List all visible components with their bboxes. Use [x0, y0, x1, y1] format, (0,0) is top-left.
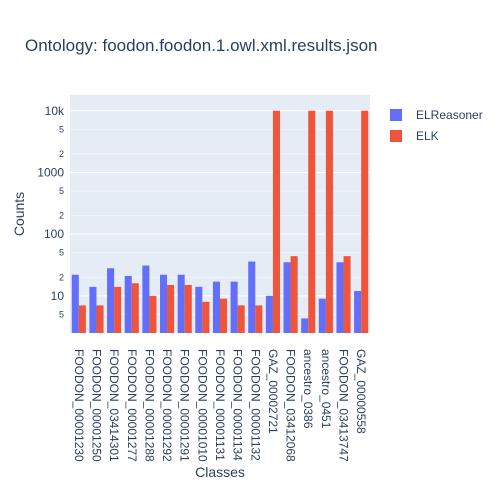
- x-tick-label: GAZ_00002721: [266, 349, 280, 434]
- x-tick-label: FOODON_03414301: [107, 349, 121, 462]
- legend-item-elreasoner[interactable]: ELReasoner: [390, 108, 483, 122]
- bar-elreasoner-foodon_03414301[interactable]: [107, 268, 115, 333]
- x-tick-label: ancestro_0451: [319, 349, 333, 429]
- bar-elreasoner-foodon_00001010[interactable]: [195, 286, 203, 333]
- x-tick-label: ancestro_0386: [301, 349, 315, 429]
- bar-elk-foodon_00001250[interactable]: [96, 305, 104, 333]
- y-minor-tick-label: 2: [59, 272, 64, 282]
- y-minor-tick-label: 5: [59, 124, 64, 134]
- bar-elreasoner-foodon_03413747[interactable]: [336, 262, 344, 333]
- y-tick-label: 1000: [37, 165, 64, 179]
- y-axis-ticks: 5 2 5 2 5 2 5 10 100 1000 10k: [37, 104, 65, 320]
- x-tick-label: FOODON_00001134: [231, 349, 245, 461]
- bar-elreasoner-ancestro_0386[interactable]: [301, 318, 309, 333]
- legend-swatch: [390, 130, 402, 142]
- x-tick-label: FOODON_00001288: [142, 349, 156, 462]
- x-tick-label: FOODON_00001132: [248, 349, 262, 461]
- bar-elreasoner-foodon_00001134[interactable]: [230, 281, 238, 333]
- bar-elreasoner-foodon_00001250[interactable]: [89, 286, 97, 333]
- x-tick-label: FOODON_03413747: [337, 349, 351, 462]
- y-minor-tick-label: 5: [59, 248, 64, 258]
- y-minor-tick-label: 2: [59, 211, 64, 221]
- bar-elk-ancestro_0451[interactable]: [325, 110, 333, 333]
- bar-elreasoner-ancestro_0451[interactable]: [318, 298, 326, 333]
- bar-elreasoner-foodon_00001291[interactable]: [177, 274, 185, 333]
- legend-label: ELK: [416, 129, 439, 143]
- bar-elk-foodon_00001131[interactable]: [220, 298, 228, 333]
- bar-elk-foodon_00001277[interactable]: [131, 283, 139, 333]
- y-tick-label: 10k: [45, 104, 65, 118]
- x-tick-label: FOODON_00001292: [160, 349, 174, 462]
- bar-elk-gaz_00002721[interactable]: [272, 110, 280, 333]
- x-axis-title: Classes: [195, 464, 245, 480]
- bar-elk-foodon_00001230[interactable]: [78, 305, 86, 333]
- bar-elk-gaz_00000558[interactable]: [361, 110, 369, 333]
- bar-elk-foodon_00001134[interactable]: [237, 305, 245, 333]
- bar-elk-ancestro_0386[interactable]: [308, 110, 316, 333]
- y-tick-label: 10: [51, 289, 65, 303]
- x-axis-ticks: FOODON_00001230 FOODON_00001250 FOODON_034…: [72, 349, 368, 462]
- x-tick-label: FOODON_00001277: [125, 349, 139, 462]
- bar-elk-foodon_03412068[interactable]: [290, 256, 298, 333]
- y-axis-title: Counts: [11, 192, 27, 236]
- legend-label: ELReasoner: [416, 108, 483, 122]
- x-tick-label: GAZ_00000558: [354, 349, 368, 434]
- x-tick-label: FOODON_00001010: [195, 349, 209, 462]
- bar-elk-foodon_00001292[interactable]: [167, 284, 175, 333]
- bar-elk-foodon_03414301[interactable]: [114, 286, 122, 333]
- bar-elreasoner-gaz_00002721[interactable]: [265, 295, 273, 333]
- bars: [71, 110, 369, 333]
- bar-elk-foodon_00001288[interactable]: [149, 295, 157, 333]
- bar-elk-foodon_00001132[interactable]: [255, 305, 263, 333]
- chart-title: Ontology: foodon.foodon.1.owl.xml.result…: [25, 36, 377, 55]
- y-minor-tick-label: 5: [59, 309, 64, 319]
- legend[interactable]: ELReasoner ELK: [376, 100, 500, 148]
- y-tick-label: 100: [44, 227, 64, 241]
- x-tick-label: FOODON_00001250: [89, 349, 103, 462]
- bar-elk-foodon_00001291[interactable]: [184, 284, 192, 333]
- bar-elreasoner-foodon_00001131[interactable]: [212, 281, 220, 333]
- x-tick-label: FOODON_00001131: [213, 349, 227, 461]
- legend-item-elk[interactable]: ELK: [390, 129, 439, 143]
- x-tick-label: FOODON_03412068: [284, 349, 298, 462]
- bar-elreasoner-foodon_00001288[interactable]: [142, 265, 150, 333]
- bar-elreasoner-foodon_03412068[interactable]: [283, 262, 291, 333]
- bar-elreasoner-foodon_00001132[interactable]: [248, 261, 256, 333]
- bar-elreasoner-gaz_00000558[interactable]: [354, 290, 362, 333]
- bar-elreasoner-foodon_00001292[interactable]: [160, 274, 168, 333]
- bar-elreasoner-foodon_00001277[interactable]: [124, 275, 132, 333]
- legend-swatch: [390, 109, 402, 121]
- bar-elreasoner-foodon_00001230[interactable]: [71, 274, 79, 333]
- x-tick-label: FOODON_00001230: [72, 349, 86, 462]
- bar-elk-foodon_03413747[interactable]: [343, 256, 351, 333]
- x-tick-label: FOODON_00001291: [178, 349, 192, 462]
- y-minor-tick-label: 2: [59, 149, 64, 159]
- y-minor-tick-label: 5: [59, 186, 64, 196]
- bar-elk-foodon_00001010[interactable]: [202, 301, 210, 333]
